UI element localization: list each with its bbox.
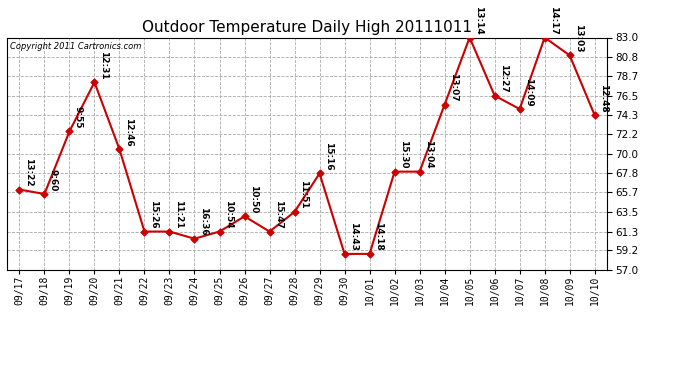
Text: 15:26: 15:26 — [148, 200, 157, 229]
Text: 12:27: 12:27 — [499, 64, 508, 93]
Text: 9:55: 9:55 — [74, 106, 83, 129]
Point — [589, 112, 600, 118]
Point — [239, 213, 250, 219]
Text: 13:04: 13:04 — [424, 140, 433, 169]
Point — [439, 102, 450, 108]
Text: 11:51: 11:51 — [299, 180, 308, 209]
Point — [14, 186, 25, 192]
Text: 12:31: 12:31 — [99, 51, 108, 80]
Text: 14:09: 14:09 — [524, 78, 533, 106]
Text: 14:17: 14:17 — [549, 6, 558, 35]
Text: 16:36: 16:36 — [199, 207, 208, 236]
Text: 14:18: 14:18 — [374, 222, 383, 251]
Text: Copyright 2011 Cartronics.com: Copyright 2011 Cartronics.com — [10, 42, 141, 51]
Text: 15:30: 15:30 — [399, 140, 408, 169]
Text: 9:60: 9:60 — [48, 169, 57, 191]
Point — [539, 34, 550, 40]
Point — [214, 228, 225, 234]
Point — [114, 146, 125, 152]
Text: 14:43: 14:43 — [348, 222, 357, 251]
Point — [564, 53, 575, 58]
Text: 13:14: 13:14 — [474, 6, 483, 35]
Title: Outdoor Temperature Daily High 20111011: Outdoor Temperature Daily High 20111011 — [142, 20, 472, 35]
Text: 13:03: 13:03 — [574, 24, 583, 52]
Text: 12:48: 12:48 — [599, 84, 608, 112]
Point — [89, 79, 100, 85]
Point — [139, 228, 150, 234]
Point — [39, 191, 50, 197]
Text: 13:22: 13:22 — [23, 158, 32, 187]
Point — [514, 106, 525, 112]
Text: 15:16: 15:16 — [324, 142, 333, 171]
Text: 10:50: 10:50 — [248, 185, 257, 214]
Point — [289, 209, 300, 215]
Point — [464, 34, 475, 40]
Text: 15:47: 15:47 — [274, 200, 283, 229]
Point — [164, 228, 175, 234]
Text: 10:54: 10:54 — [224, 200, 233, 229]
Point — [64, 128, 75, 134]
Point — [389, 169, 400, 175]
Point — [414, 169, 425, 175]
Point — [339, 251, 350, 257]
Text: 13:07: 13:07 — [448, 73, 457, 102]
Point — [189, 236, 200, 242]
Text: 12:46: 12:46 — [124, 118, 132, 147]
Point — [264, 228, 275, 234]
Text: 11:21: 11:21 — [174, 200, 183, 229]
Point — [364, 251, 375, 257]
Point — [489, 93, 500, 99]
Point — [314, 170, 325, 176]
